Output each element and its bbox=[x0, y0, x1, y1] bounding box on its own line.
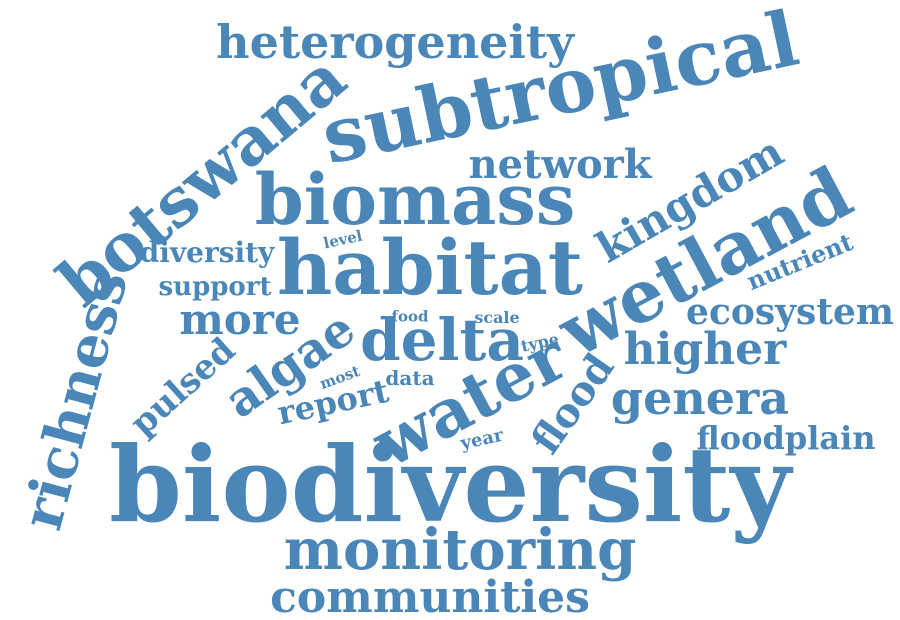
word-higher: higher bbox=[623, 324, 787, 375]
word-genera: genera bbox=[610, 371, 790, 425]
word-ecosystem: ecosystem bbox=[686, 291, 894, 333]
word-food: food bbox=[391, 307, 429, 326]
word-habitat: habitat bbox=[277, 223, 583, 312]
word-data: data bbox=[385, 366, 435, 390]
word-communities: communities bbox=[270, 572, 590, 620]
word-heterogeneity: heterogeneity bbox=[216, 15, 574, 69]
word-diversity: diversity bbox=[139, 236, 275, 269]
word-delta: delta bbox=[360, 306, 524, 374]
word-biodiversity: biodiversity bbox=[109, 423, 791, 546]
word-support: support bbox=[158, 272, 272, 302]
word-floodplain: floodplain bbox=[696, 419, 876, 457]
word-biomass: biomass bbox=[254, 158, 576, 241]
word-scale: scale bbox=[474, 308, 520, 327]
word-network: network bbox=[468, 141, 652, 188]
word-monitoring: monitoring bbox=[283, 517, 637, 583]
word-more: more bbox=[179, 295, 301, 344]
